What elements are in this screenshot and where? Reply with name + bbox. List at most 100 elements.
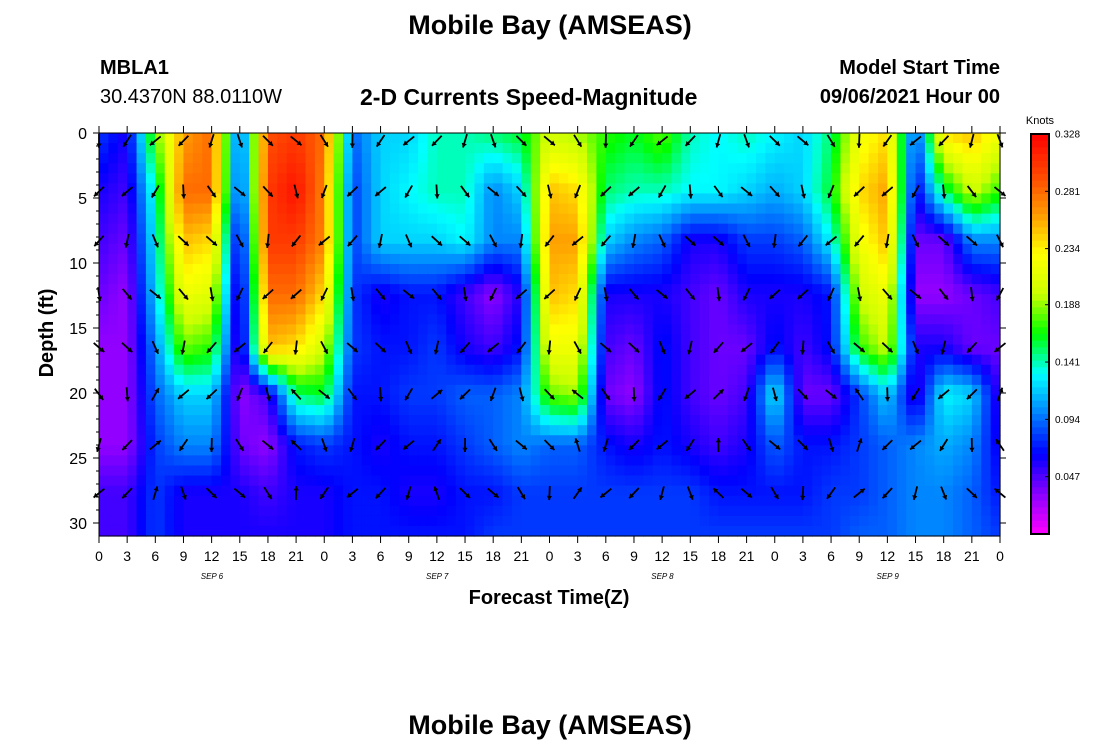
heat-cell (784, 405, 795, 416)
heat-cell (380, 505, 391, 517)
heat-cell (615, 425, 626, 436)
heat-cell (624, 193, 635, 205)
heat-cell (408, 334, 419, 346)
heat-cell (831, 415, 842, 426)
heat-cell (145, 143, 156, 154)
heat-cell (99, 223, 109, 235)
x-tick-label: 0 (320, 548, 328, 564)
heat-cell (333, 213, 344, 225)
arrow-head (972, 493, 977, 498)
heat-cell (615, 354, 626, 366)
heat-cell (915, 344, 926, 356)
heat-cell (840, 364, 851, 376)
heat-cell (549, 354, 560, 366)
heat-cell (277, 253, 288, 265)
heat-cell (221, 515, 231, 527)
heat-cell (483, 445, 494, 456)
heat-cell (662, 143, 673, 154)
heat-cell (230, 515, 241, 527)
heat-cell (408, 425, 419, 436)
heat-cell (877, 243, 888, 255)
heat-cell (831, 435, 842, 446)
heat-cell (296, 253, 307, 265)
heat-cell (127, 455, 138, 467)
heat-cell (465, 233, 476, 245)
heat-cell (831, 374, 842, 386)
heat-cell (511, 274, 522, 285)
heat-cell (765, 475, 776, 487)
heat-cell (361, 304, 372, 315)
heat-cell (962, 203, 973, 215)
heat-cell (755, 415, 766, 426)
heat-cell (127, 394, 138, 406)
heat-cell (633, 515, 644, 527)
current-arrow (853, 342, 866, 353)
heat-cell (971, 193, 982, 205)
heat-cell (530, 163, 541, 174)
heat-cell (812, 525, 823, 537)
heat-cell (624, 495, 635, 507)
heat-cell (624, 394, 635, 406)
heat-cell (596, 314, 607, 326)
heat-cell (380, 153, 391, 164)
heat-cell (981, 314, 992, 326)
arrow-head (347, 241, 353, 247)
heat-cell (727, 203, 738, 215)
heat-cell (868, 223, 879, 235)
heat-cell (943, 344, 954, 356)
heat-cell (831, 465, 842, 477)
heat-cell (915, 314, 926, 326)
heat-cell (164, 445, 175, 456)
heat-cell (511, 133, 522, 144)
heat-cell (709, 354, 720, 366)
heat-cell (990, 415, 1001, 426)
heat-cell (192, 183, 203, 195)
heat-cell (305, 425, 316, 436)
heat-cell (906, 183, 917, 195)
arrow-head (774, 191, 780, 197)
current-arrow (629, 134, 639, 148)
y-tick-label: 30 (69, 516, 87, 533)
heat-cell (934, 394, 945, 406)
heat-cell (746, 364, 757, 376)
heat-cell (380, 445, 391, 456)
heat-cell (793, 274, 804, 285)
heat-cell (427, 415, 438, 426)
heat-cell (896, 465, 907, 477)
arrow-head (375, 445, 381, 450)
heat-cell (774, 445, 785, 456)
heat-cell (267, 253, 278, 265)
heat-cell (934, 435, 945, 446)
heat-cell (596, 223, 607, 235)
heat-cell (596, 455, 607, 467)
heat-cell (418, 394, 429, 406)
heat-cell (746, 435, 757, 446)
heat-cell (249, 364, 260, 376)
heat-cell (530, 324, 541, 336)
current-arrow (318, 235, 331, 247)
heat-cell (962, 475, 973, 487)
arrow-head (660, 349, 666, 354)
heat-cell (849, 465, 860, 477)
current-arrow (233, 487, 246, 499)
heat-cell (652, 384, 663, 396)
heat-cell (352, 344, 363, 356)
heat-cell (314, 465, 325, 477)
heat-cell (737, 475, 748, 487)
heat-cell (887, 405, 898, 416)
heat-cell (221, 304, 231, 315)
heat-cell (174, 394, 185, 406)
arrow-head (745, 242, 751, 248)
heat-cell (230, 133, 241, 144)
heat-cell (633, 294, 644, 305)
heat-cell (990, 354, 1001, 366)
heat-cell (286, 485, 297, 497)
heat-cell (990, 505, 1001, 517)
heat-cell (99, 183, 109, 195)
heat-cell (596, 364, 607, 376)
heat-cell (399, 253, 410, 265)
heat-cell (399, 515, 410, 527)
heat-cell (784, 415, 795, 426)
heat-cell (145, 515, 156, 527)
heat-cell (436, 314, 447, 326)
